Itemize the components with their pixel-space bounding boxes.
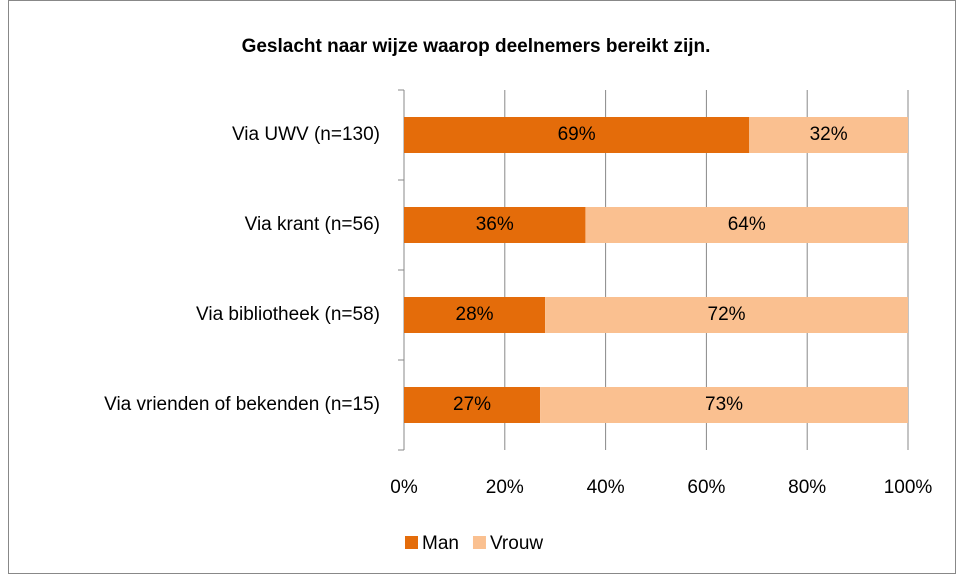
x-tick-label: 40% <box>587 477 625 498</box>
data-label: 27% <box>453 394 491 415</box>
y-tick-label: Via vrienden of bekenden (n=15) <box>104 394 380 415</box>
x-tick-label: 80% <box>788 477 826 498</box>
y-tick-label: Via UWV (n=130) <box>232 124 380 145</box>
bar-segment <box>585 207 908 243</box>
bar-segment <box>404 387 541 423</box>
bar-segment <box>404 117 750 153</box>
data-label: 73% <box>705 394 743 415</box>
data-label: 32% <box>810 124 848 145</box>
chart-title: Geslacht naar wijze waarop deelnemers be… <box>242 36 711 57</box>
bar-segment <box>749 117 908 153</box>
x-tick-label: 60% <box>687 477 725 498</box>
legend-swatch <box>405 536 418 549</box>
data-label: 64% <box>728 214 766 235</box>
data-label: 72% <box>708 304 746 325</box>
x-tick-label: 20% <box>486 477 524 498</box>
bar-segment <box>545 297 908 333</box>
data-label: 36% <box>476 214 514 235</box>
bar-segment <box>404 297 546 333</box>
legend-swatch <box>472 536 486 549</box>
chart-frame <box>8 0 956 574</box>
x-tick-label: 100% <box>884 477 933 498</box>
data-label: 28% <box>456 304 494 325</box>
data-label: 69% <box>558 124 596 145</box>
bar-segment <box>540 387 908 423</box>
y-tick-label: Via bibliotheek (n=58) <box>196 304 380 325</box>
legend-label: Man <box>422 533 459 554</box>
x-tick-label: 0% <box>390 477 418 498</box>
legend-label: Vrouw <box>490 533 543 554</box>
bar-segment <box>404 207 586 243</box>
y-tick-label: Via krant (n=56) <box>245 214 380 235</box>
